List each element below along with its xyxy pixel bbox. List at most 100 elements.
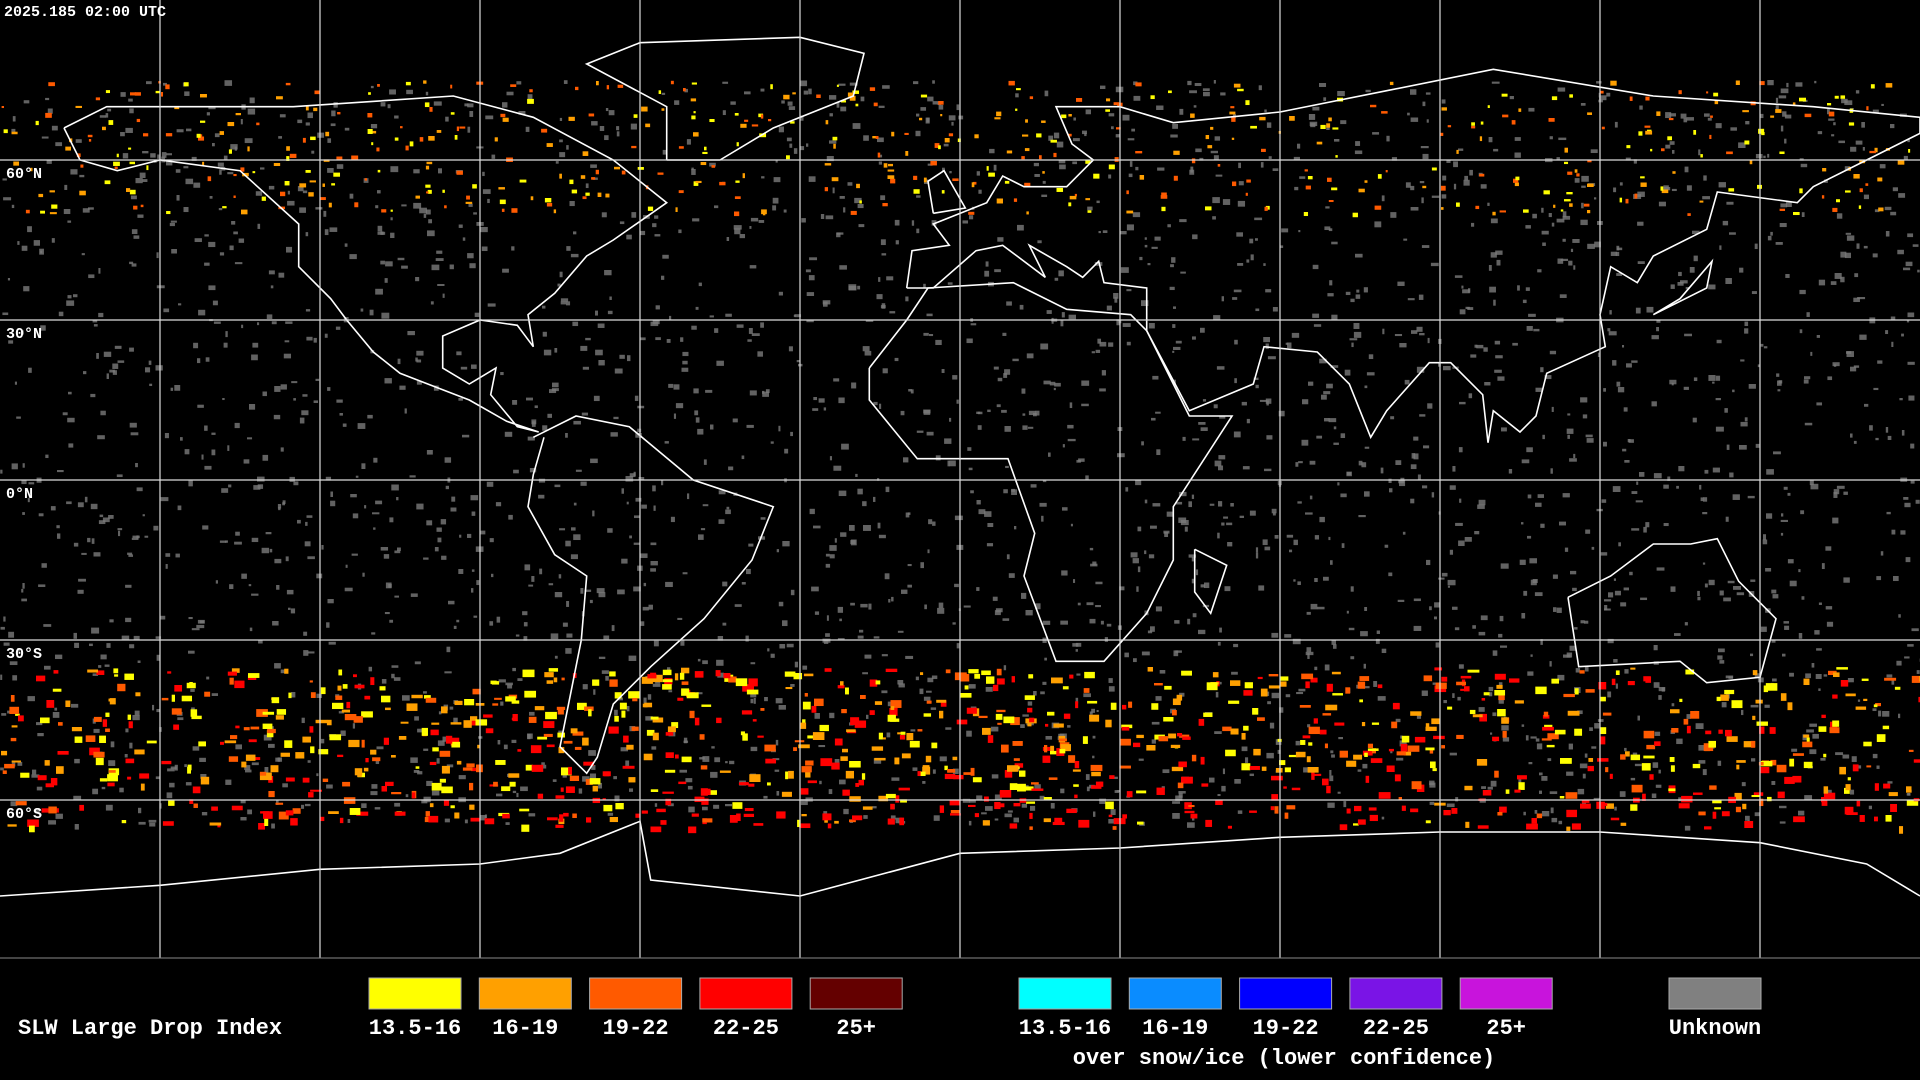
cloud-pixel [1044,657,1047,661]
cloud-pixel [1329,280,1333,286]
cloud-pixel [1844,166,1851,171]
cloud-pixel [1488,265,1492,271]
cloud-pixel [302,190,308,194]
cloud-pixel [542,764,547,769]
cloud-pixel [224,80,233,86]
cloud-pixel [1778,95,1787,99]
cloud-pixel [1316,141,1323,145]
cloud-pixel [1264,546,1271,551]
cloud-pixel [1658,201,1666,207]
cloud-pixel [1683,118,1688,123]
cloud-pixel [174,764,178,771]
cloud-pixel [956,104,960,111]
cloud-pixel [846,729,856,733]
cloud-pixel [66,300,75,306]
cloud-pixel [1493,299,1496,306]
cloud-pixel [894,357,899,362]
cloud-pixel [390,217,393,221]
cloud-pixel [687,493,690,500]
cloud-pixel [1147,630,1153,634]
cloud-pixel [1339,750,1348,758]
cloud-pixel [1533,328,1540,332]
cloud-pixel [1584,665,1589,672]
cloud-pixel [1681,795,1693,803]
cloud-pixel [1260,688,1268,697]
cloud-pixel [1708,375,1716,381]
cloud-pixel [1697,596,1701,601]
cloud-pixel [1390,750,1393,754]
cloud-pixel [289,153,297,158]
cloud-pixel [1652,762,1659,768]
cloud-pixel [1353,754,1363,760]
cloud-pixel [274,663,281,669]
cloud-pixel [1190,813,1198,819]
cloud-pixel [1857,297,1866,300]
cloud-pixel [1685,669,1695,675]
cloud-pixel [702,151,708,155]
cloud-pixel [265,532,272,535]
cloud-pixel [604,270,612,276]
cloud-pixel [989,148,995,154]
cloud-pixel [1454,275,1463,278]
cloud-pixel [1514,182,1519,187]
cloud-pixel [380,547,389,551]
cloud-pixel [489,538,494,543]
cloud-pixel [796,360,800,363]
cloud-pixel [559,271,563,278]
cloud-pixel [247,437,253,440]
cloud-pixel [897,680,904,685]
cloud-pixel [1181,670,1192,676]
cloud-pixel [444,457,452,463]
cloud-pixel [1608,592,1614,598]
cloud-pixel [46,700,55,708]
cloud-pixel [1241,733,1246,740]
cloud-pixel [1284,634,1292,638]
cloud-pixel [1584,620,1589,624]
cloud-pixel [1006,554,1010,560]
cloud-pixel [1554,729,1566,735]
cloud-pixel [1179,734,1190,738]
cloud-pixel [1518,108,1522,112]
cloud-pixel [1304,169,1308,172]
cloud-pixel [855,103,859,107]
cloud-pixel [1279,245,1284,248]
cloud-pixel [415,195,420,199]
cloud-pixel [2,178,7,181]
cloud-pixel [596,588,605,594]
cloud-pixel [881,253,887,256]
cloud-pixel [1210,150,1219,154]
cloud-pixel [324,229,329,236]
cloud-pixel [1832,517,1839,524]
cloud-pixel [610,432,618,437]
cloud-pixel [658,90,662,94]
cloud-pixel [1834,273,1842,279]
cloud-pixel [843,207,846,213]
cloud-pixel [1108,342,1114,347]
cloud-pixel [820,214,825,220]
cloud-pixel [327,599,334,604]
cloud-pixel [1135,151,1143,154]
cloud-pixel [923,332,929,336]
cloud-pixel [963,605,971,608]
cloud-pixel [823,407,827,411]
cloud-pixel [572,731,584,736]
cloud-pixel [354,768,363,776]
cloud-pixel [188,617,193,620]
cloud-pixel [277,504,282,509]
cloud-pixel [491,154,496,159]
cloud-pixel [607,812,614,816]
legend-label: 25+ [1486,1016,1526,1041]
cloud-pixel [650,789,659,792]
cloud-pixel [1141,300,1149,307]
cloud-pixel [1039,795,1045,800]
cloud-pixel [146,165,149,171]
cloud-pixel [857,285,861,290]
cloud-pixel [1230,106,1235,109]
cloud-pixel [964,685,969,690]
cloud-pixel [730,101,736,105]
cloud-pixel [1638,131,1643,136]
cloud-pixel [1906,800,1919,806]
cloud-pixel [1016,88,1021,91]
cloud-pixel [1517,775,1527,780]
cloud-pixel [1471,122,1475,126]
